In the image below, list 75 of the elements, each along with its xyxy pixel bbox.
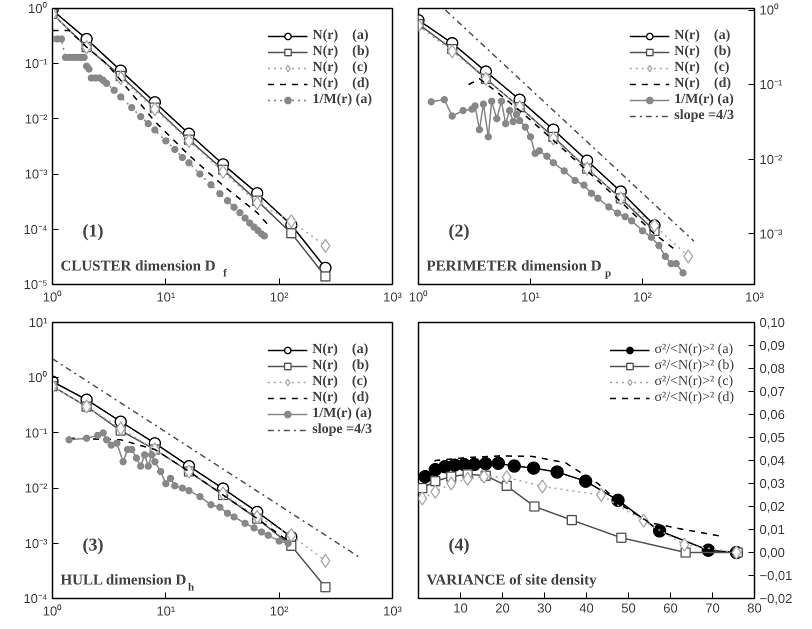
legend-label: N(r) (a) (674, 28, 730, 44)
x-tick-label: 70 (705, 600, 720, 616)
annotation: (2) (448, 220, 470, 240)
y-tick-label: −0,02 (760, 591, 792, 606)
y-tick-label: 10⁻³ (24, 166, 48, 182)
y-tick-label: 10⁰ (28, 1, 48, 16)
legend-label: σ²/<N(r)>² (c) (654, 374, 734, 390)
y-tick-label: 10⁻³ (760, 226, 783, 242)
annotation: (4) (448, 534, 470, 554)
y-tick-label: 0,09 (760, 338, 785, 353)
x-tick-label: 10² (270, 604, 290, 618)
y-tick-label: 0,04 (760, 453, 785, 468)
y-tick-label: 10⁰ (760, 2, 779, 18)
x-tick-label: 10² (633, 290, 653, 304)
x-tick-label: 10 (453, 600, 468, 616)
y-tick-label: 0,00 (760, 545, 785, 560)
x-tick-label: 10¹ (156, 604, 176, 618)
y-tick-label: 10⁻⁴ (23, 222, 48, 237)
x-tick-label: 10⁰ (42, 290, 62, 304)
legend-label: N(r) (c) (674, 60, 730, 76)
legend-label: N(r) (c) (312, 60, 368, 76)
x-tick-label: 10⁰ (408, 290, 428, 304)
y-tick-label: 0,05 (760, 430, 785, 445)
y-tick-label: 0,01 (760, 522, 785, 537)
y-tick-label: 10⁻² (24, 111, 48, 126)
y-tick-label: 10¹ (28, 315, 48, 330)
legend-label: slope =4/3 (312, 422, 372, 438)
y-tick-label: 10⁻² (24, 480, 48, 496)
y-tick-label: 0,06 (760, 407, 785, 422)
y-tick-label: −0,01 (760, 568, 792, 583)
y-tick-label: 10⁻⁵ (24, 277, 48, 292)
y-tick-label: 10⁻¹ (760, 77, 783, 92)
legend-label: N(r) (b) (312, 44, 370, 60)
legend-label: N(r) (d) (674, 76, 732, 92)
legend-label: N(r) (a) (312, 342, 368, 358)
y-tick-label: 10⁻¹ (24, 425, 48, 440)
annotation: (1) (82, 220, 104, 240)
x-tick-label: 20 (495, 600, 510, 616)
y-tick-label: 0,08 (760, 361, 785, 376)
x-tick-label: 10¹ (521, 290, 541, 304)
y-tick-label: 10⁻¹ (24, 56, 48, 72)
x-tick-label: 30 (537, 600, 552, 616)
y-tick-label: 10⁻³ (24, 536, 48, 551)
x-tick-label: 10¹ (156, 290, 176, 304)
x-tick-label: 80 (747, 600, 762, 616)
legend-label: N(r) (a) (312, 28, 369, 44)
x-tick-label: 10⁰ (42, 604, 62, 618)
x-tick-label: 10³ (383, 290, 403, 304)
legend-label: σ²/<N(r)>² (d) (654, 390, 734, 406)
x-tick-label: 60 (663, 600, 678, 616)
annotation: (3) (82, 534, 104, 554)
legend-label: N(r) (b) (674, 44, 732, 60)
y-tick-label: 0,03 (760, 476, 785, 491)
annotation: VARIANCE of site density (426, 572, 598, 588)
legend-label: 1/M(r) (a) (312, 406, 372, 422)
x-tick-label: 10² (270, 290, 290, 304)
x-tick-label: 10³ (383, 604, 403, 618)
legend-label: N(r) (b) (312, 358, 370, 374)
legend-label: N(r) (c) (312, 374, 368, 390)
x-tick-label: 50 (621, 600, 636, 616)
y-tick-label: 0,07 (760, 384, 785, 399)
y-tick-label: 10⁰ (28, 370, 48, 386)
legend-label: slope =4/3 (674, 108, 734, 124)
legend-label: σ²/<N(r)>² (b) (654, 358, 734, 374)
x-tick-label: 10³ (745, 290, 765, 304)
y-tick-label: 10⁻⁴ (23, 591, 48, 606)
legend-label: 1/M(r) (a) (312, 92, 372, 108)
legend-label: 1/M(r) (a) (674, 92, 734, 108)
y-tick-label: 10⁻² (760, 152, 783, 167)
x-tick-label: 40 (579, 600, 594, 616)
legend-label: N(r) (d) (312, 76, 370, 92)
legend-label: σ²/<N(r)>² (a) (654, 342, 734, 358)
y-tick-label: 0,10 (760, 315, 785, 330)
y-tick-label: 0,02 (760, 499, 785, 514)
legend-label: N(r) (d) (312, 390, 370, 406)
